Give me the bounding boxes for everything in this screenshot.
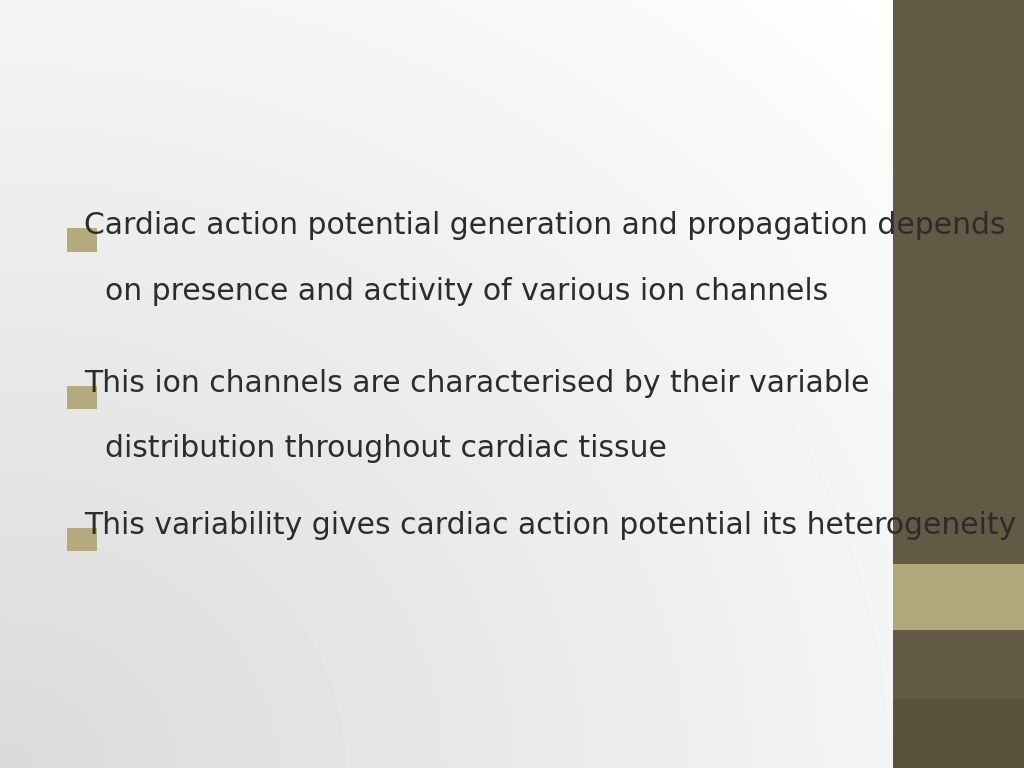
Bar <box>0 0 893 768</box>
Bar <box>67 386 97 409</box>
Text: distribution throughout cardiac tissue: distribution throughout cardiac tissue <box>105 434 668 463</box>
Bar <box>893 699 1024 768</box>
Text: Cardiac action potential generation and propagation depends: Cardiac action potential generation and … <box>84 211 1006 240</box>
Bar <box>893 0 1024 564</box>
Text: This variability gives cardiac action potential its heterogeneity: This variability gives cardiac action po… <box>84 511 1016 540</box>
Bar <box>67 528 97 551</box>
Bar <box>67 229 97 252</box>
Text: on presence and activity of various ion channels: on presence and activity of various ion … <box>105 276 828 306</box>
Bar <box>893 564 1024 630</box>
Text: This ion channels are characterised by their variable: This ion channels are characterised by t… <box>84 369 869 398</box>
Bar <box>893 630 1024 699</box>
